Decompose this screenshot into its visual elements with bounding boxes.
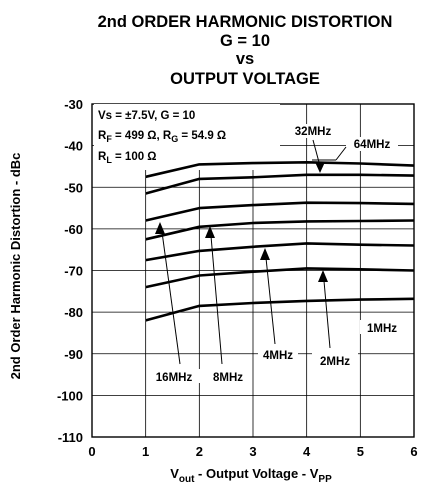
x-tick-label: 6 [410,444,417,459]
arrow-2mhz [318,270,328,282]
x-axis-label: Vout - Output Voltage - VPP [170,466,332,485]
title-line-2: G = 10 [220,32,270,50]
conditions-line-2: RF = 499 Ω, RG = 54.9 Ω [98,130,226,144]
series-line-64mhz [145,161,415,179]
label-1mhz: 1MHz [367,323,397,335]
x-tick-labels: 0 1 2 3 4 5 6 [88,444,417,459]
y-tick-label: -90 [64,347,83,362]
arrow-4mhz [260,248,270,260]
label-64mhz: 64MHz [354,139,391,151]
label-2mhz: 2MHz [320,356,350,368]
y-tick-label: -40 [64,139,83,154]
y-tick-labels: -30 -40 -50 -60 -70 -80 -90 -100 -110 [57,97,83,445]
title-line-1: 2nd ORDER HARMONIC DISTORTION [98,13,393,31]
x-tick-label: 5 [357,444,364,459]
series-line-8mhz [145,219,415,241]
x-tick-label: 1 [142,444,149,459]
series-line-1mhz [145,297,415,322]
title-line-3: vs [236,50,254,68]
y-tick-label: -30 [64,97,83,112]
series-line-4mhz [145,242,415,262]
label-8mhz: 8MHz [213,372,243,384]
title-line-4: OUTPUT VOLTAGE [170,70,320,88]
y-axis-label: 2nd Order Harmonic Distortion - dBc [8,153,23,380]
y-tick-label: -100 [57,388,83,403]
series-line-16mhz [145,201,415,222]
x-tick-label: 3 [249,444,256,459]
series-annotations: 32MHz 64MHz 16MHz 8MHz 4MHz 2MHz 1MHz [148,124,404,384]
conditions-line-1: Vs = ±7.5V, G = 10 [98,110,195,122]
label-16mhz: 16MHz [156,372,193,384]
x-tick-label: 0 [88,444,95,459]
y-tick-label: -70 [64,264,83,279]
y-tick-label: -110 [58,430,83,445]
conditions-box [94,104,280,170]
arrow-16mhz [155,222,165,234]
y-tick-label: -60 [64,222,83,237]
arrow-8mhz [205,226,215,238]
x-tick-label: 4 [303,444,311,459]
label-32mhz: 32MHz [295,126,332,138]
y-tick-label: -50 [64,180,83,195]
label-4mhz: 4MHz [263,350,293,362]
y-tick-label: -80 [64,305,83,320]
series-line-32mhz [145,173,415,195]
chart-title: 2nd ORDER HARMONIC DISTORTION G = 10 vs … [98,13,393,88]
x-tick-label: 2 [196,444,203,459]
series-lines [145,161,415,322]
conditions-line-3: RL = 100 Ω [98,151,157,165]
series-line-2mhz [145,267,415,289]
arrow-32mhz [315,162,325,173]
